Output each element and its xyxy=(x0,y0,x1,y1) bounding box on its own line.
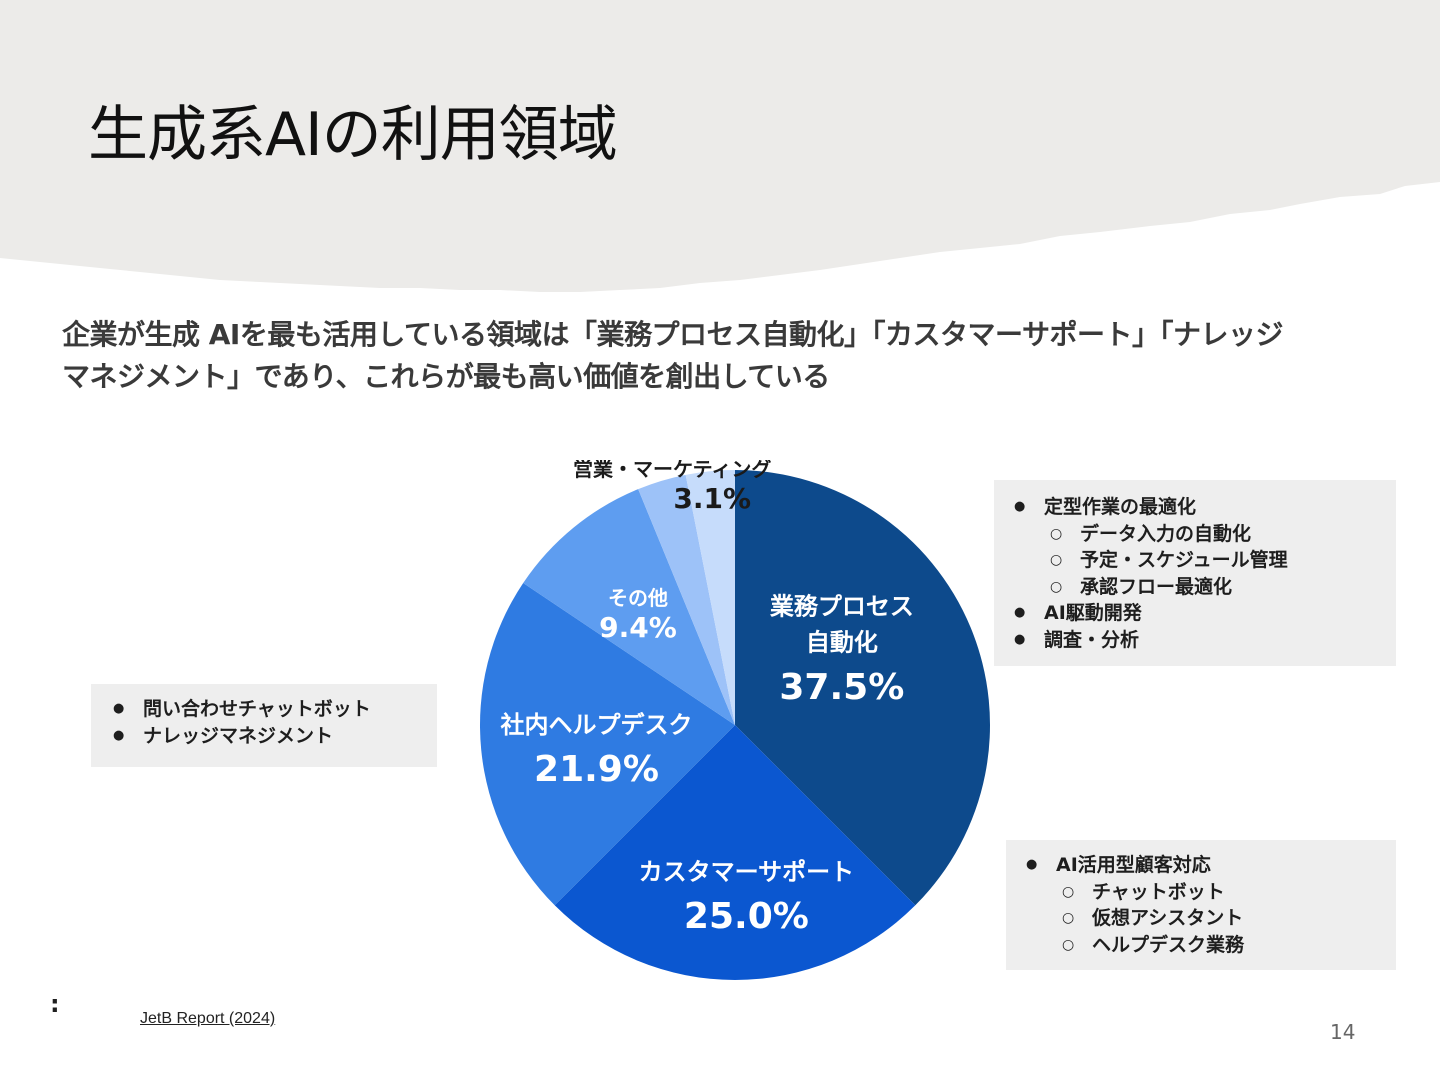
pie-slice-sales xyxy=(638,474,735,725)
pie-label-process: 自動化 xyxy=(806,629,878,657)
callout-customer-item: AI活用型顧客対応 xyxy=(1026,852,1376,879)
pie-value-customer: 25.0% xyxy=(684,896,809,937)
pie-label-process: 業務プロセス xyxy=(770,593,914,621)
slide-subtitle: 企業が生成 AIを最も活用している領域は「業務プロセス自動化」「カスタマーサポー… xyxy=(62,314,1382,398)
callout-process-automation: 定型作業の最適化データ入力の自動化予定・スケジュール管理承認フロー最適化AI駆動… xyxy=(994,480,1396,666)
source-link[interactable]: JetB Report (2024) xyxy=(140,1010,276,1027)
callout-customer-item: 仮想アシスタント xyxy=(1026,905,1376,932)
pie-label-other: その他 xyxy=(608,586,668,610)
pie-slice-process xyxy=(735,470,990,906)
pie-label-customer: カスタマーサポート xyxy=(639,858,855,886)
callout-customer-list: AI活用型顧客対応チャットボット仮想アシスタントヘルプデスク業務 xyxy=(1026,852,1376,958)
callout-helpdesk-list: 問い合わせチャットボットナレッジマネジメント xyxy=(113,696,415,749)
pie-label-helpdesk: 社内ヘルプデスク xyxy=(500,711,692,739)
callout-helpdesk-item: 問い合わせチャットボット xyxy=(113,696,415,723)
pie-slice-customer xyxy=(554,725,916,980)
subtitle-line-2: マネジメント」であり、これらが最も高い価値を創出している xyxy=(62,360,830,393)
callout-helpdesk-item: ナレッジマネジメント xyxy=(113,723,415,750)
pie-slices xyxy=(480,470,990,980)
pie-chart: 業務プロセス自動化 37.5% カスタマーサポート 25.0% 社内ヘルプデスク 21.9… xyxy=(480,460,990,980)
callout-process-item: AI駆動開発 xyxy=(1014,600,1376,627)
callout-customer-support: AI活用型顧客対応チャットボット仮想アシスタントヘルプデスク業務 xyxy=(1006,840,1396,970)
subtitle-line-1: 企業が生成 AIを最も活用している領域は「業務プロセス自動化」「カスタマーサポー… xyxy=(62,318,1283,351)
pie-value-sales: 3.1% xyxy=(673,482,751,515)
callout-process-item: 承認フロー最適化 xyxy=(1014,574,1376,601)
source-colon: : xyxy=(50,990,60,1018)
pie-value-helpdesk: 21.9% xyxy=(534,749,659,790)
pie-slice-other xyxy=(523,489,735,725)
pie-labels: 業務プロセス自動化 37.5% カスタマーサポート 25.0% 社内ヘルプデスク 21.9… xyxy=(500,460,913,937)
callout-process-list: 定型作業の最適化データ入力の自動化予定・スケジュール管理承認フロー最適化AI駆動… xyxy=(1014,494,1376,653)
page-number: 14 xyxy=(1330,1020,1356,1044)
callout-customer-item: チャットボット xyxy=(1026,879,1376,906)
slide-title: 生成系AIの利用領域 xyxy=(88,100,618,170)
pie-value-other: 9.4% xyxy=(599,611,677,644)
callout-process-item: データ入力の自動化 xyxy=(1014,521,1376,548)
callout-process-item: 予定・スケジュール管理 xyxy=(1014,547,1376,574)
pie-slice-helpdesk xyxy=(480,582,735,906)
pie-slice-sales-light xyxy=(685,470,735,725)
callout-customer-item: ヘルプデスク業務 xyxy=(1026,932,1376,959)
header-band xyxy=(0,0,1440,292)
pie-label-sales: 営業・マーケティング xyxy=(573,460,771,481)
callout-process-item: 調査・分析 xyxy=(1014,627,1376,654)
pie-value-process: 37.5% xyxy=(779,667,904,708)
callout-process-item: 定型作業の最適化 xyxy=(1014,494,1376,521)
callout-helpdesk: 問い合わせチャットボットナレッジマネジメント xyxy=(91,684,437,767)
